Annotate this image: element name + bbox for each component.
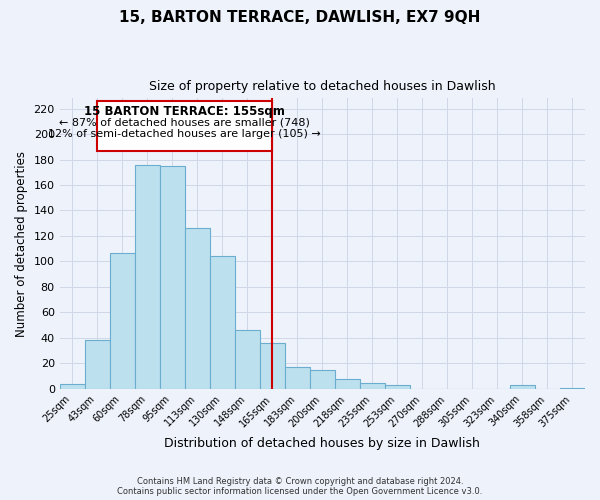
Title: Size of property relative to detached houses in Dawlish: Size of property relative to detached ho…: [149, 80, 496, 93]
Bar: [285, 367, 310, 389]
X-axis label: Distribution of detached houses by size in Dawlish: Distribution of detached houses by size …: [164, 437, 480, 450]
Bar: [185, 228, 210, 389]
Bar: [110, 252, 135, 389]
Bar: [560, 388, 585, 389]
Bar: [135, 164, 160, 389]
Bar: [160, 166, 185, 389]
Bar: [85, 340, 110, 389]
Bar: [360, 382, 385, 389]
Bar: [235, 330, 260, 389]
Bar: [385, 385, 410, 389]
Y-axis label: Number of detached properties: Number of detached properties: [15, 150, 28, 336]
Text: 15 BARTON TERRACE: 155sqm: 15 BARTON TERRACE: 155sqm: [85, 105, 285, 118]
Bar: [260, 343, 285, 389]
Bar: [335, 378, 360, 389]
Bar: [510, 385, 535, 389]
Bar: [59, 384, 85, 389]
Bar: [310, 370, 335, 389]
Text: 15, BARTON TERRACE, DAWLISH, EX7 9QH: 15, BARTON TERRACE, DAWLISH, EX7 9QH: [119, 10, 481, 25]
Bar: [210, 256, 235, 389]
Text: 12% of semi-detached houses are larger (105) →: 12% of semi-detached houses are larger (…: [49, 130, 321, 140]
Text: Contains public sector information licensed under the Open Government Licence v3: Contains public sector information licen…: [118, 486, 482, 496]
Text: Contains HM Land Registry data © Crown copyright and database right 2024.: Contains HM Land Registry data © Crown c…: [137, 476, 463, 486]
Text: ← 87% of detached houses are smaller (748): ← 87% of detached houses are smaller (74…: [59, 118, 310, 128]
